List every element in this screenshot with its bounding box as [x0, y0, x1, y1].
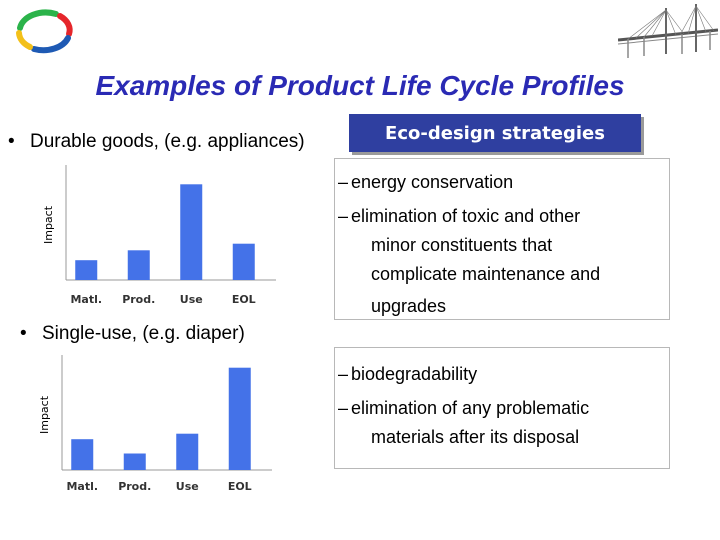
strategy-text: complicate maintenance and	[371, 264, 601, 284]
x-tick-label: Use	[180, 293, 203, 306]
strategy-text: elimination of toxic and other	[351, 206, 581, 226]
strategy-text: materials after its disposal	[371, 427, 580, 447]
x-tick-label: EOL	[232, 293, 256, 306]
durable-goods-chart: Impact Matl. Prod. Use EOL	[42, 165, 276, 306]
bar-eol	[232, 243, 255, 280]
strategy-energy-conservation: – energy conservation	[338, 172, 514, 192]
bar-prod	[127, 250, 150, 280]
bar-use	[176, 433, 199, 470]
x-tick-label: EOL	[228, 480, 252, 493]
x-tick-label: Matl.	[70, 293, 102, 306]
y-axis-label: Impact	[42, 205, 55, 244]
bullet-marker: •	[20, 323, 27, 344]
bar-eol	[228, 367, 251, 470]
bridge-illustration	[618, 4, 718, 58]
bar-matl	[71, 439, 94, 470]
strategy-toxic-elimination: – elimination of toxic and other minor co…	[338, 202, 600, 321]
x-tick-label: Use	[176, 480, 199, 493]
logo-icon	[16, 9, 73, 54]
eco-design-strategies-label: Eco-design strategies	[385, 122, 605, 144]
strategy-biodegradability: – biodegradability	[338, 364, 478, 384]
single-use-strategies-panel	[334, 347, 670, 469]
durable-strategies-panel	[334, 158, 670, 320]
bullet-durable-label: Durable goods, (e.g. appliances)	[30, 131, 305, 152]
strategy-problematic-materials: – elimination of any problematic material…	[338, 394, 589, 452]
strategy-text: biodegradability	[351, 364, 478, 384]
x-tick-label: Prod.	[118, 480, 151, 493]
y-axis-label: Impact	[38, 395, 51, 434]
bullet-marker: •	[8, 131, 15, 152]
bar-use	[180, 184, 203, 280]
bullet-single-use-label: Single-use, (e.g. diaper)	[42, 323, 245, 344]
strategy-text: elimination of any problematic	[351, 398, 590, 418]
bullet-single-use: • Single-use, (e.g. diaper)	[20, 323, 245, 345]
strategy-text: minor constituents that	[371, 235, 553, 255]
strategy-text: energy conservation	[351, 172, 514, 192]
strategy-text: upgrades	[371, 296, 447, 316]
single-use-chart: Impact Matl. Prod. Use EOL	[38, 355, 272, 493]
x-tick-label: Matl.	[66, 480, 98, 493]
page-title: Examples of Product Life Cycle Profiles	[95, 70, 625, 101]
x-tick-label: Prod.	[122, 293, 155, 306]
bullet-durable-goods: • Durable goods, (e.g. appliances)	[8, 131, 305, 153]
eco-design-strategies-header: Eco-design strategies	[349, 114, 641, 152]
bar-matl	[75, 260, 98, 280]
bar-prod	[123, 453, 146, 470]
